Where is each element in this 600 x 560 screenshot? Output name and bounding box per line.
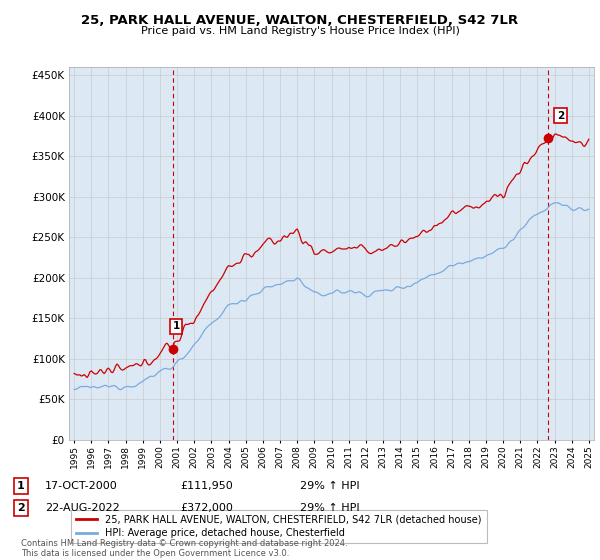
Text: 25, PARK HALL AVENUE, WALTON, CHESTERFIELD, S42 7LR: 25, PARK HALL AVENUE, WALTON, CHESTERFIE… <box>82 14 518 27</box>
Text: Contains HM Land Registry data © Crown copyright and database right 2024.
This d: Contains HM Land Registry data © Crown c… <box>21 539 347 558</box>
Text: £111,950: £111,950 <box>180 481 233 491</box>
Legend: 25, PARK HALL AVENUE, WALTON, CHESTERFIELD, S42 7LR (detached house), HPI: Avera: 25, PARK HALL AVENUE, WALTON, CHESTERFIE… <box>71 510 487 543</box>
Text: 1: 1 <box>172 321 179 332</box>
Text: 2: 2 <box>17 503 25 513</box>
Text: 22-AUG-2022: 22-AUG-2022 <box>45 503 120 513</box>
Text: 29% ↑ HPI: 29% ↑ HPI <box>300 503 359 513</box>
Text: £372,000: £372,000 <box>180 503 233 513</box>
Text: 17-OCT-2000: 17-OCT-2000 <box>45 481 118 491</box>
Text: 29% ↑ HPI: 29% ↑ HPI <box>300 481 359 491</box>
Text: Price paid vs. HM Land Registry's House Price Index (HPI): Price paid vs. HM Land Registry's House … <box>140 26 460 36</box>
Text: 2: 2 <box>557 111 564 121</box>
Text: 1: 1 <box>17 481 25 491</box>
